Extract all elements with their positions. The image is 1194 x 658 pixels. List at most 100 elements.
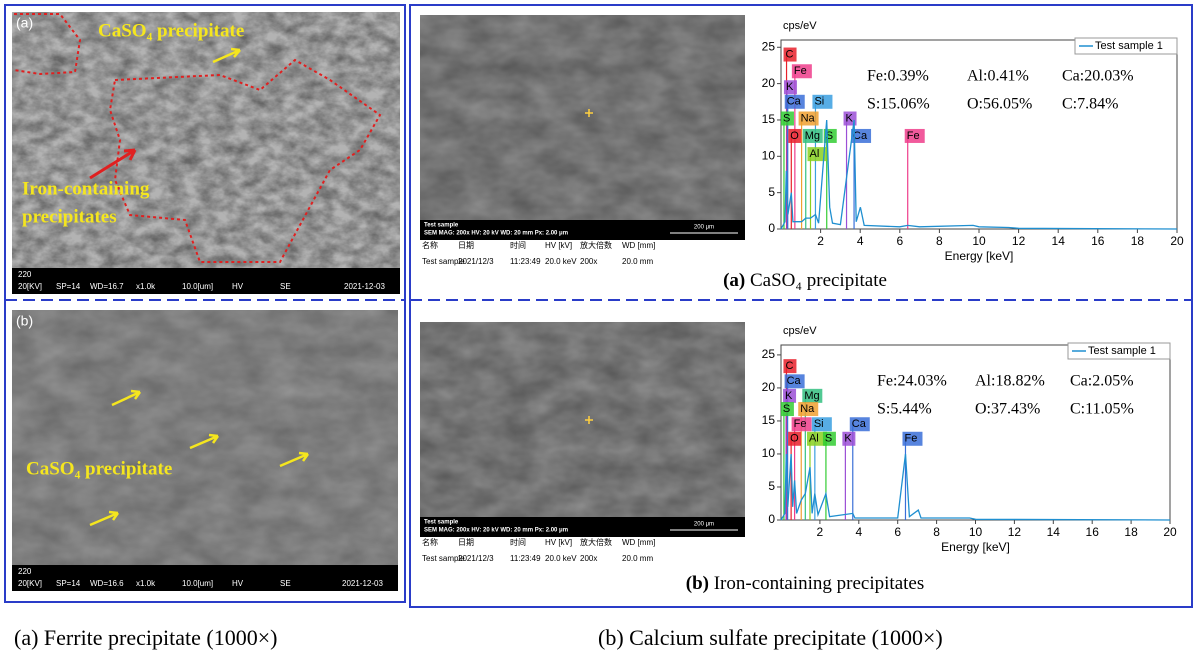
- element-label: Fe: [904, 433, 917, 445]
- annotation: Iron-containing: [22, 178, 150, 199]
- x-tick-label: 2: [817, 234, 824, 248]
- y-tick-label: 10: [762, 446, 776, 460]
- composition: Al:0.41%: [967, 68, 1029, 85]
- composition: O:56.05%: [967, 96, 1032, 113]
- table-header: 名称: [422, 537, 438, 547]
- overlay-text: Test sample: [424, 223, 459, 229]
- caption-text: CaSO₄ precipitate: [750, 270, 887, 291]
- info-text: 20[KV]: [18, 579, 42, 588]
- y-tick-label: 25: [762, 347, 776, 361]
- overlay-text: 200 μm: [694, 225, 714, 231]
- y-tick-label: 5: [768, 185, 775, 199]
- table-header: 日期: [458, 241, 474, 250]
- y-tick-label: 10: [762, 148, 776, 162]
- info-text: SP=14: [56, 282, 81, 291]
- image-label: (a): [16, 15, 33, 31]
- figure-caption: (a) Ferrite precipitate (1000×): [14, 625, 277, 650]
- element-label: Al: [810, 148, 820, 160]
- composition: S:15.06%: [867, 96, 930, 113]
- element-label: O: [790, 433, 799, 445]
- x-tick-label: 18: [1124, 525, 1138, 539]
- image-label: (b): [16, 313, 33, 329]
- element-label: C: [786, 48, 794, 60]
- element-label: S: [783, 112, 790, 124]
- element-label: K: [786, 81, 794, 93]
- legend-label: Test sample 1: [1095, 40, 1163, 52]
- x-tick-label: 8: [936, 234, 943, 248]
- table-cell: 200x: [580, 554, 597, 563]
- composition: Al:18.82%: [975, 373, 1045, 390]
- overlay-text: 200 μm: [694, 522, 714, 528]
- y-tick-label: 0: [768, 221, 775, 235]
- table-cell: 2021/12/3: [458, 554, 494, 563]
- element-label: K: [846, 112, 854, 124]
- element-label: Fe: [794, 418, 807, 430]
- info-text: 2021-12-03: [342, 579, 383, 588]
- caption-text: Iron-containing precipitates: [714, 573, 925, 594]
- y-axis-label: cps/eV: [783, 20, 817, 32]
- element-label: Si: [814, 96, 824, 108]
- table-cell: 20.0 mm: [622, 257, 653, 266]
- overlay-text: SEM MAG: 200x HV: 20 kV WD: 20 mm Px: 2.…: [424, 528, 568, 534]
- x-tick-label: 12: [1008, 525, 1022, 539]
- info-text: x1.0k: [136, 282, 156, 291]
- table-header: 名称: [422, 240, 438, 250]
- element-label: Mg: [804, 390, 819, 402]
- x-tick-label: 14: [1047, 525, 1061, 539]
- sem-texture: [12, 310, 398, 565]
- x-tick-label: 8: [933, 525, 940, 539]
- element-label: Ca: [853, 130, 868, 142]
- sem-texture: [12, 12, 400, 268]
- element-label: Fe: [794, 65, 807, 77]
- info-text: 10.0[um]: [182, 282, 213, 291]
- overlay-text: SEM MAG: 200x HV: 20 kV WD: 20 mm Px: 2.…: [424, 231, 568, 237]
- info-text: 20[KV]: [18, 282, 42, 291]
- info-text: SE: [280, 579, 291, 588]
- annotation: precipitates: [22, 206, 117, 227]
- element-label: O: [790, 130, 799, 142]
- element-label: C: [785, 360, 793, 372]
- composition: Ca:2.05%: [1070, 373, 1134, 390]
- annotation: CaSO₄ precipitate: [26, 458, 172, 479]
- element-label: Ca: [787, 96, 802, 108]
- sem-texture: [420, 322, 745, 517]
- composition: O:37.43%: [975, 401, 1040, 418]
- composition: C:11.05%: [1070, 401, 1134, 418]
- table-header: 放大倍数: [580, 240, 612, 250]
- x-axis-label: Energy [keV]: [945, 249, 1014, 263]
- table-cell: 20.0 keV: [545, 257, 577, 266]
- table-header: HV [kV]: [545, 538, 572, 547]
- element-label: Ca: [787, 375, 802, 387]
- legend-label: Test sample 1: [1088, 345, 1156, 357]
- table-header: 放大倍数: [580, 537, 612, 547]
- element-label: K: [844, 433, 852, 445]
- x-tick-label: 16: [1086, 525, 1100, 539]
- element-label: Mg: [805, 130, 820, 142]
- figure-caption: (b) Calcium sulfate precipitate (1000×): [598, 625, 943, 650]
- y-tick-label: 20: [762, 380, 776, 394]
- table-header: 时间: [510, 240, 526, 250]
- x-tick-label: 14: [1052, 234, 1066, 248]
- annotation: CaSO₄ precipitate: [98, 20, 244, 41]
- x-tick-label: 18: [1131, 234, 1145, 248]
- x-tick-label: 20: [1170, 234, 1184, 248]
- x-tick-label: 10: [969, 525, 983, 539]
- info-text: SP=14: [56, 579, 81, 588]
- table-cell: 2021/12/3: [458, 257, 494, 266]
- table-cell: 20.0 keV: [545, 554, 577, 563]
- info-text: x1.0k: [136, 579, 156, 588]
- info-text: WD=16.7: [90, 282, 124, 291]
- info-text: 220: [18, 567, 32, 576]
- table-cell: 11:23:49: [510, 257, 541, 266]
- composition: Fe:24.03%: [877, 373, 947, 390]
- table-header: 日期: [458, 538, 474, 547]
- y-tick-label: 0: [768, 512, 775, 526]
- x-tick-label: 2: [817, 525, 824, 539]
- info-text: HV: [232, 579, 244, 588]
- y-tick-label: 5: [768, 479, 775, 493]
- y-tick-label: 25: [762, 39, 776, 53]
- element-label: S: [825, 433, 832, 445]
- table-header: 时间: [510, 537, 526, 547]
- x-tick-label: 6: [896, 234, 903, 248]
- y-tick-label: 20: [762, 76, 776, 90]
